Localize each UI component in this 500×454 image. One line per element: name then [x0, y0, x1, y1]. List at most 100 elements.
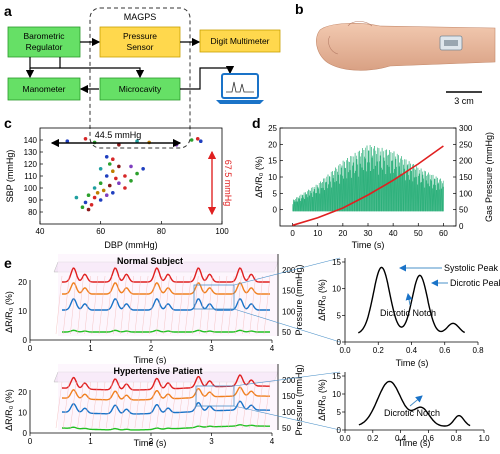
c-ytick-label: 130 — [24, 148, 38, 157]
c-ytick-label: 80 — [28, 208, 37, 217]
dicrotic-notch-label: Dicrotic Notch — [380, 308, 436, 318]
d-xtick-label: 60 — [439, 229, 448, 238]
zoom-xtick-label: 1.0 — [478, 434, 490, 443]
c-point — [117, 164, 121, 169]
c-ytick-label: 100 — [24, 184, 38, 193]
e-ytick-label: 20 — [18, 388, 27, 397]
c-ytick-label: 90 — [28, 196, 37, 205]
c-point — [95, 191, 100, 195]
zoom-ytick-label: 0 — [337, 338, 342, 347]
hyper-dicrotic-notch-label: Dicrotic Notch — [384, 408, 440, 418]
normal-zlabel: Pressure (mmHg) — [294, 264, 304, 335]
c-ytick-label: 110 — [24, 172, 37, 181]
e-drop-line — [177, 381, 185, 429]
e-drop-line — [77, 381, 84, 429]
hyper-dicrotic-notch-arrow — [409, 395, 423, 407]
e-xtick-label: 3 — [209, 437, 214, 446]
panel-d-label: d — [252, 115, 261, 131]
c-point — [123, 174, 127, 178]
e-xtick-label: 0 — [28, 344, 33, 353]
panel-c-label: c — [4, 115, 12, 131]
c-point — [135, 171, 139, 176]
e-drop-line — [256, 381, 264, 429]
e-trace — [62, 298, 270, 311]
e-ytick-label: 20 — [18, 278, 27, 287]
e-ztick-label: 200 — [282, 376, 296, 385]
e-ytick-label: 0 — [23, 336, 28, 345]
arrow-microcavity-laptop — [180, 65, 235, 90]
c-point — [86, 207, 91, 212]
e-drop-line — [91, 275, 99, 335]
c-point — [111, 191, 115, 195]
normal-subject-plot: Normal Subject 0 1 2 3 4 0 10 20 50 100 150 200 Tim… — [4, 254, 304, 365]
e-drop-line — [220, 381, 228, 429]
zoom-ytick-label: 10 — [332, 390, 341, 399]
normal-zoom-connector-top — [233, 257, 341, 286]
e-drop-line — [77, 275, 84, 335]
e-ztick-label: 50 — [282, 328, 291, 337]
e-drop-line — [235, 275, 242, 335]
e-ytick-label: 0 — [23, 429, 28, 438]
e-ytick-label: 10 — [18, 409, 27, 418]
pressure-sensor-box — [99, 26, 181, 58]
panel-b-label: b — [295, 1, 304, 17]
e-drop-line — [98, 275, 106, 335]
e-drop-line — [62, 275, 70, 335]
zoom-hyper-xlabel: Time (s) — [398, 438, 431, 448]
e-drop-line — [149, 381, 156, 429]
zoom-hyper-ticks: 0.0 0.2 0.4 0.6 0.8 1.0 0 5 10 15 — [332, 372, 490, 443]
c-point — [107, 162, 112, 166]
c-point — [86, 193, 91, 197]
c-point — [117, 143, 121, 147]
c-xtick-label: 40 — [36, 227, 45, 236]
zoom-ytick-label: 15 — [332, 258, 341, 267]
panel-b: b 3 cm — [295, 1, 496, 110]
zoom-normal-plot: 0.0 0.2 0.4 0.6 0.8 0 5 10 15 Systolic Peak Dicr… — [317, 258, 500, 368]
e-drop-line — [141, 381, 149, 429]
e-drop-line — [177, 275, 185, 335]
panel-d-xlabel: Time (s) — [352, 240, 385, 250]
e-drop-line — [184, 381, 192, 429]
c-point — [92, 195, 97, 200]
e-ytick-label: 10 — [18, 307, 27, 316]
e-ztick-label: 100 — [282, 408, 296, 417]
d-ytick-left-label: 10 — [268, 173, 277, 182]
c-point — [80, 205, 85, 209]
e-drop-line — [192, 275, 199, 335]
c-point — [101, 188, 106, 193]
panel-a-label: a — [4, 3, 12, 19]
microcavity-label: Microcavity — [119, 84, 162, 94]
zoom-xtick-label: 0.8 — [472, 346, 484, 355]
d-xtick-label: 0 — [290, 229, 295, 238]
c-point — [117, 181, 121, 185]
e-drop-line — [70, 275, 77, 335]
c-point — [135, 139, 139, 143]
normal-axis-ticks: 0 1 2 3 4 0 10 20 50 100 150 200 — [18, 266, 296, 353]
panel-c-points — [65, 137, 203, 212]
e-drop-line — [113, 381, 120, 429]
c-point — [74, 195, 79, 200]
d-ytick-right-label: 50 — [459, 206, 468, 215]
c-point — [114, 176, 118, 181]
c-point — [129, 179, 133, 183]
scale-bar-label: 3 cm — [454, 96, 474, 106]
panel-a: a MAGPS Barometric Regulator Pressure Se… — [4, 3, 281, 149]
e-drop-line — [256, 275, 264, 335]
e-drop-line — [242, 275, 249, 335]
barometric-regulator-box — [7, 26, 81, 58]
sbp-range-label: 67.5 mmHg — [223, 160, 233, 207]
e-drop-line — [213, 381, 220, 429]
d-ytick-right-label: 200 — [459, 157, 473, 166]
c-point — [111, 157, 115, 161]
zoom-ytick-label: 15 — [332, 372, 341, 381]
e-drop-line — [163, 381, 170, 429]
c-point — [104, 193, 109, 197]
e-drop-line — [263, 275, 271, 335]
zoom-normal-ticks: 0.0 0.2 0.4 0.6 0.8 0 5 10 15 — [332, 258, 484, 355]
e-drop-line — [106, 381, 113, 429]
zoom-xtick-label: 0.4 — [395, 434, 407, 443]
c-point — [107, 183, 112, 188]
hyper-zoom-connector-bottom — [233, 405, 341, 431]
hypertensive-plot: Hypertensive Patient 0 1 2 3 4 0 10 20 50 100 150 2… — [4, 364, 304, 448]
zoom-ytick-label: 5 — [337, 311, 342, 320]
